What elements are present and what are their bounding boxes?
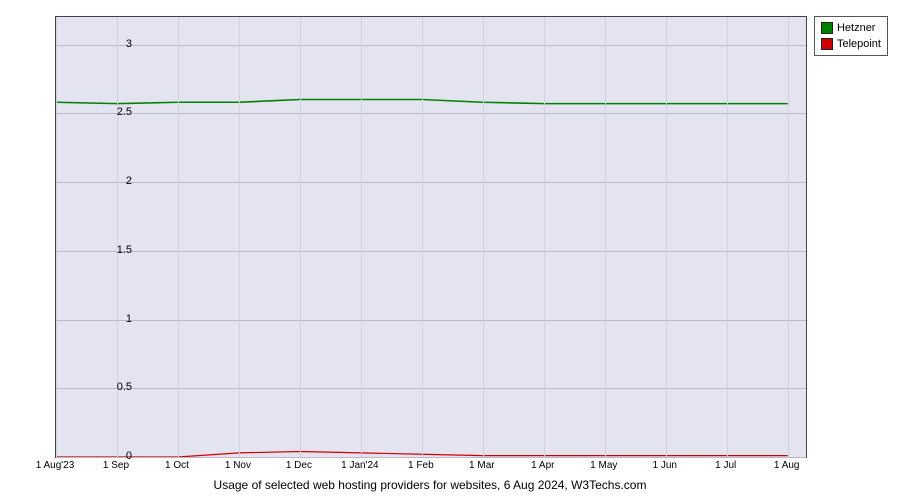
grid-line-v <box>178 17 179 457</box>
legend-swatch <box>821 38 833 50</box>
x-tick-label: 1 Feb <box>408 460 434 471</box>
x-tick-label: 1 Aug <box>774 460 800 471</box>
grid-line-v <box>361 17 362 457</box>
grid-line-h <box>56 251 806 252</box>
x-tick-label: 1 Dec <box>286 460 312 471</box>
legend-item: Hetzner <box>821 20 881 36</box>
legend-item: Telepoint <box>821 36 881 52</box>
grid-line-v <box>788 17 789 457</box>
y-tick-label: 3 <box>102 38 132 50</box>
grid-line-v <box>483 17 484 457</box>
x-tick-label: 1 Jul <box>715 460 736 471</box>
grid-line-h <box>56 388 806 389</box>
x-tick-label: 1 Mar <box>469 460 495 471</box>
grid-line-h <box>56 457 806 458</box>
x-tick-label: 1 Sep <box>103 460 129 471</box>
x-tick-label: 1 May <box>590 460 617 471</box>
grid-line-v <box>727 17 728 457</box>
grid-line-v <box>56 17 57 457</box>
chart-container: HetznerTelepoint Usage of selected web h… <box>10 10 890 490</box>
x-tick-label: 1 Jun <box>653 460 677 471</box>
grid-line-v <box>300 17 301 457</box>
y-tick-label: 1.5 <box>102 244 132 256</box>
grid-line-v <box>605 17 606 457</box>
y-tick-label: 1 <box>102 313 132 325</box>
y-tick-label: 0.5 <box>102 381 132 393</box>
grid-line-v <box>544 17 545 457</box>
legend-label: Hetzner <box>837 20 876 36</box>
grid-line-h <box>56 45 806 46</box>
legend-swatch <box>821 22 833 34</box>
x-tick-label: 1 Aug'23 <box>36 460 75 471</box>
grid-line-h <box>56 113 806 114</box>
legend-label: Telepoint <box>837 36 881 52</box>
legend: HetznerTelepoint <box>814 16 888 56</box>
grid-line-h <box>56 320 806 321</box>
y-tick-label: 2 <box>102 175 132 187</box>
x-tick-label: 1 Apr <box>531 460 554 471</box>
x-tick-label: 1 Oct <box>165 460 189 471</box>
x-tick-label: 1 Jan'24 <box>341 460 379 471</box>
grid-line-v <box>422 17 423 457</box>
grid-line-h <box>56 182 806 183</box>
chart-lines <box>56 17 806 457</box>
plot-area <box>55 16 807 458</box>
x-tick-label: 1 Nov <box>225 460 251 471</box>
chart-caption: Usage of selected web hosting providers … <box>10 478 850 492</box>
grid-line-v <box>666 17 667 457</box>
grid-line-v <box>239 17 240 457</box>
y-tick-label: 2.5 <box>102 106 132 118</box>
